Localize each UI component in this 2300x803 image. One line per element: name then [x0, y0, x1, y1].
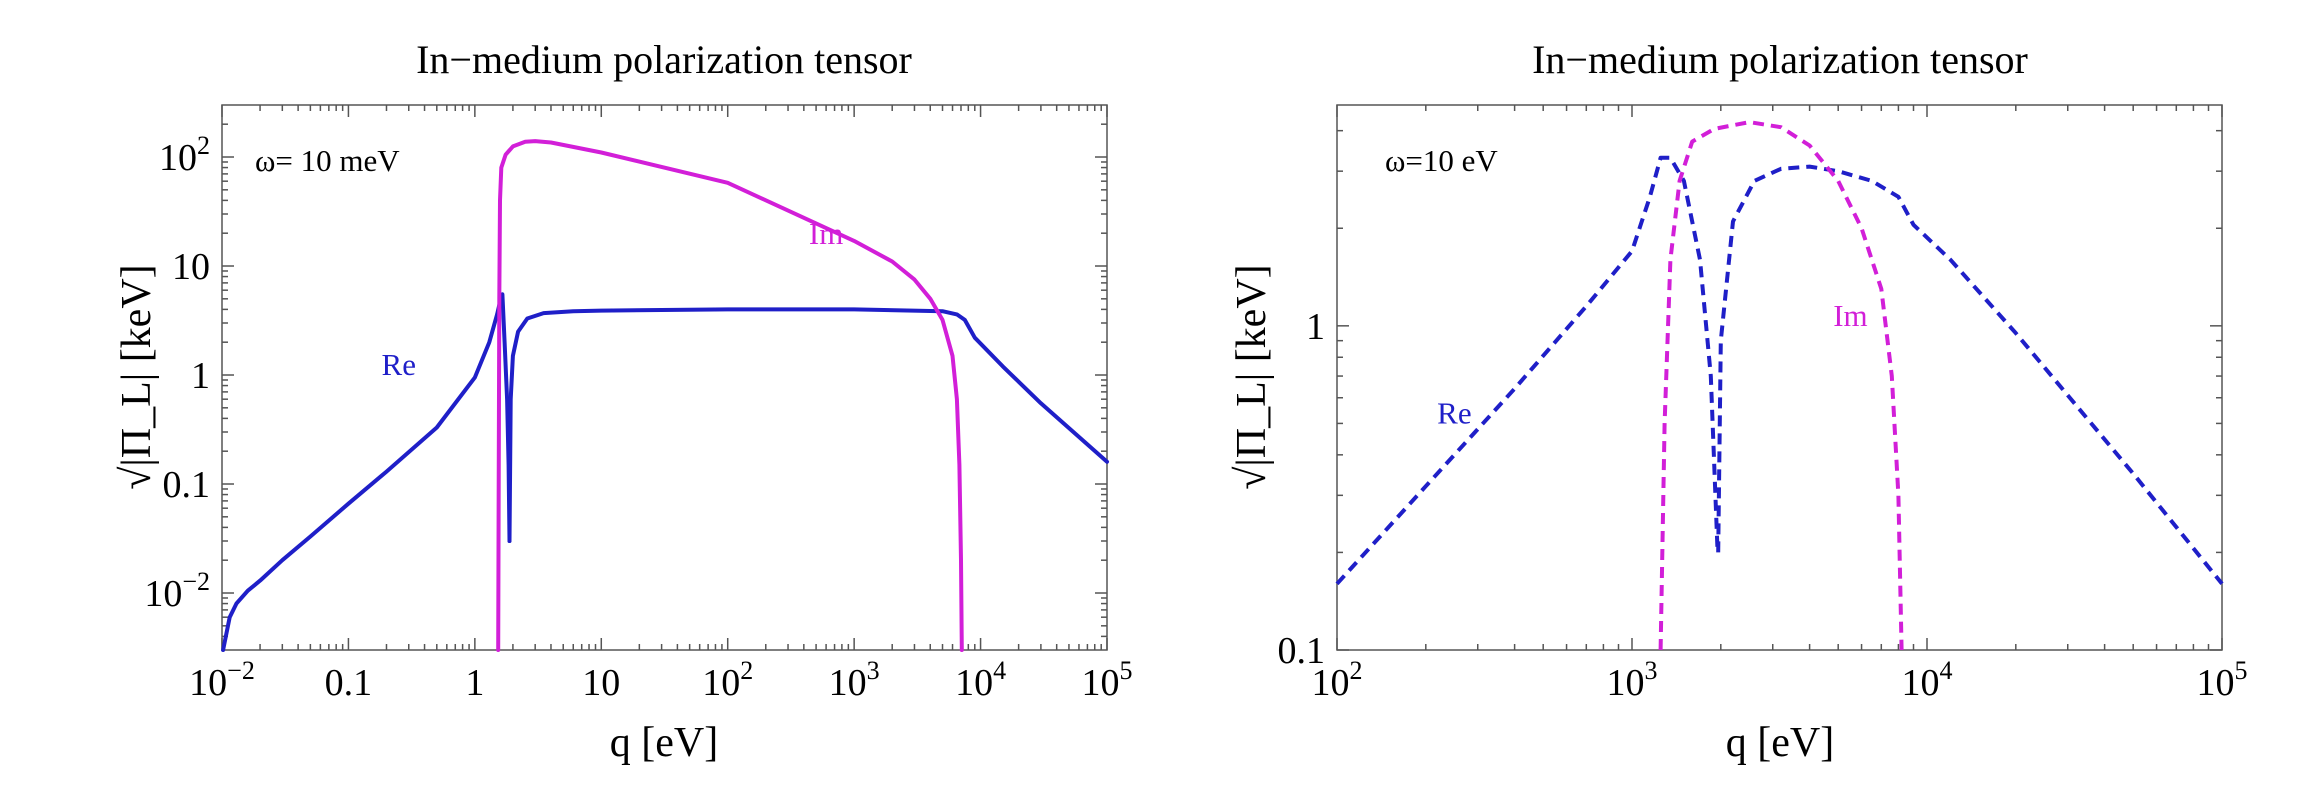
- chart-left-series-im-label: Im: [809, 216, 843, 251]
- chart-left-x-tick-label: 104: [955, 656, 1006, 704]
- chart-left-series-re-label: Re: [382, 347, 416, 382]
- chart-right-y-tick-label: 0.1: [1278, 630, 1326, 672]
- chart-left-x-tick-label: 10: [582, 662, 620, 704]
- chart-left-y-axis-label-text: √|Π_L| [keV]: [114, 264, 160, 489]
- chart-right-omega-annotation: ω=10 eV: [1385, 143, 1498, 178]
- chart-left-series-re-line: [221, 292, 512, 652]
- chart-left-omega-annotation: ω= 10 meV: [255, 143, 400, 178]
- chart-right: In−medium polarization tensor √|Π_L| [ke…: [1229, 37, 2248, 766]
- chart-right-series-re-label: Re: [1437, 395, 1471, 430]
- chart-right-series: Re Im: [1335, 120, 2224, 651]
- chart-right-x-tick-label: 102: [1312, 656, 1363, 704]
- chart-right-x-tick-label: 105: [2197, 656, 2248, 704]
- chart-left-x-tick-label: 103: [829, 656, 880, 704]
- chart-left-y-tick-label: 10: [172, 246, 210, 288]
- chart-left-frame: [221, 104, 1108, 651]
- chart-left-y-tick-label: 10−2: [144, 567, 210, 615]
- chart-right-x-tick-label: 104: [1902, 656, 1953, 704]
- chart-right-series-im-line: [1658, 120, 1904, 651]
- chart-left-y-tick-label: 102: [159, 131, 210, 179]
- chart-right-frame: [1336, 104, 2223, 651]
- chart-right-y-tick-label: 1: [1306, 306, 1325, 348]
- chart-right-series-re-line: [1335, 155, 1720, 586]
- chart-right-x-tick-label: 103: [1607, 656, 1658, 704]
- chart-right-title: In−medium polarization tensor: [1532, 37, 2028, 82]
- chart-left-x-tick-label: 0.1: [325, 662, 373, 704]
- chart-right-ticks: 102 103 104 105 0.1 1: [1278, 105, 2248, 704]
- chart-right-y-axis-label: √|Π_L| [keV]: [1229, 264, 1275, 489]
- chart-right-y-axis-label-text: √|Π_L| [keV]: [1229, 264, 1275, 489]
- chart-left-title: In−medium polarization tensor: [416, 37, 912, 82]
- chart-right-series-re-line: [1716, 164, 2224, 586]
- chart-left-x-axis-label: q [eV]: [610, 720, 718, 766]
- chart-left-y-tick-label: 1: [191, 355, 210, 397]
- chart-left-series: Re Im: [221, 139, 1109, 652]
- chart-left-y-tick-label: 0.1: [163, 464, 211, 506]
- chart-left-series-im-line: [496, 139, 964, 652]
- chart-right-series-im-label: Im: [1833, 298, 1867, 333]
- chart-left-x-tick-label: 102: [702, 656, 753, 704]
- chart-left-x-tick-label: 10−2: [189, 656, 255, 704]
- chart-left: In−medium polarization tensor √|Π_L| [ke…: [114, 37, 1133, 766]
- chart-right-x-axis-label: q [eV]: [1726, 720, 1834, 766]
- chart-left-series-re-line: [507, 307, 1109, 543]
- chart-left-x-tick-label: 1: [465, 662, 484, 704]
- chart-left-ticks: 10−2 0.1 1 10 102 103 104 105 10−2 0.1 1 10 102: [144, 105, 1133, 704]
- chart-left-y-axis-label: √|Π_L| [keV]: [114, 264, 160, 489]
- chart-left-x-tick-label: 105: [1082, 656, 1133, 704]
